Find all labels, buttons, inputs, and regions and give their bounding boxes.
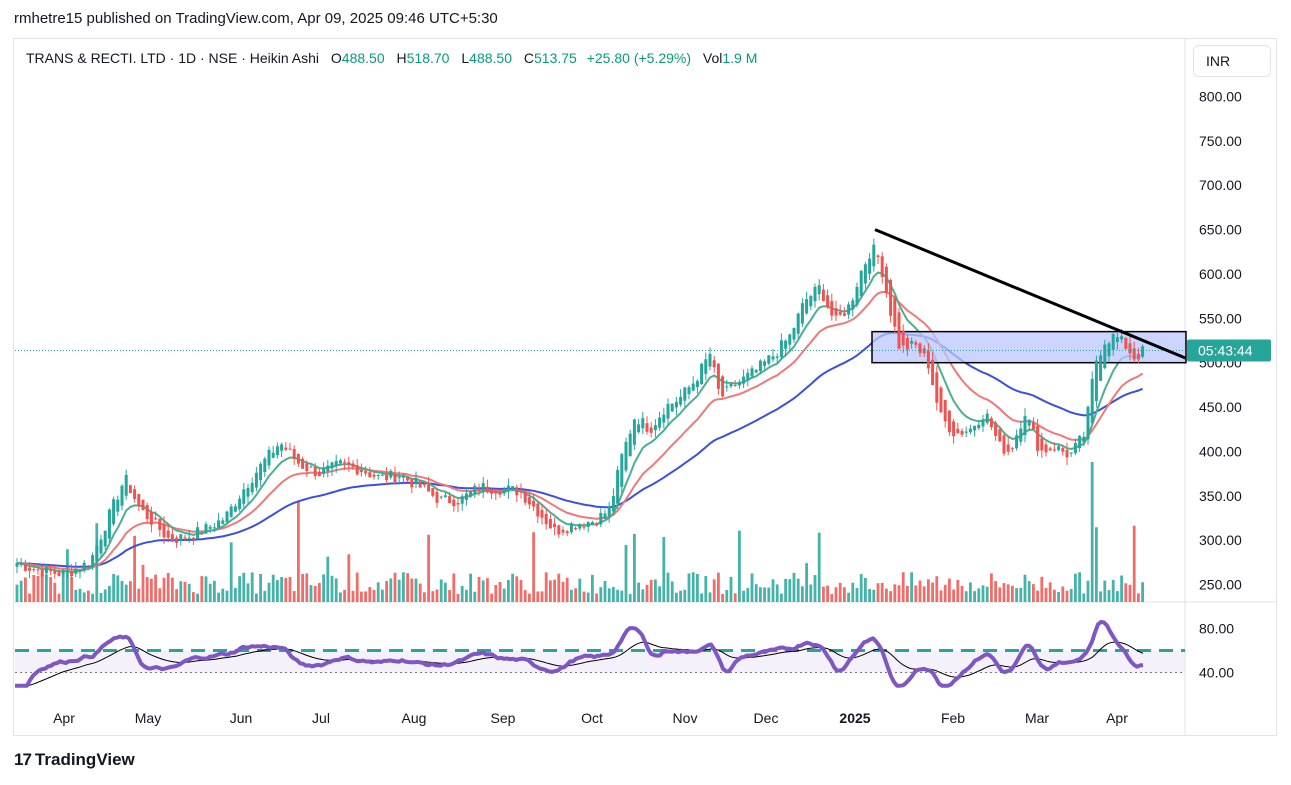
publish-header: rmhetre15 published on TradingView.com, … bbox=[14, 10, 498, 27]
currency-button[interactable]: INR bbox=[1193, 45, 1271, 77]
volume-value: 1.9 M bbox=[722, 50, 758, 66]
low-label: L bbox=[461, 50, 470, 66]
tradingview-brand: TradingView bbox=[34, 750, 135, 769]
change-value: +25.80 (+5.29%) bbox=[586, 50, 692, 66]
volume-label: Vol bbox=[702, 50, 723, 66]
tradingview-logo-icon: 17 bbox=[14, 750, 32, 769]
close-label: C bbox=[523, 50, 534, 66]
high-label: H bbox=[396, 50, 407, 66]
high-value: 518.70 bbox=[406, 50, 450, 66]
open-value: 488.50 bbox=[341, 50, 385, 66]
low-value: 488.50 bbox=[469, 50, 512, 66]
symbol-title[interactable]: TRANS & RECTI. LTD · 1D · NSE · Heikin A… bbox=[26, 50, 320, 66]
chart-frame bbox=[13, 38, 1277, 736]
close-value: 513.75 bbox=[534, 50, 577, 66]
open-label: O bbox=[330, 50, 342, 66]
symbol-legend: TRANS & RECTI. LTD · 1D · NSE · Heikin A… bbox=[26, 50, 757, 66]
tradingview-footer[interactable]: 17 TradingView bbox=[14, 750, 135, 770]
